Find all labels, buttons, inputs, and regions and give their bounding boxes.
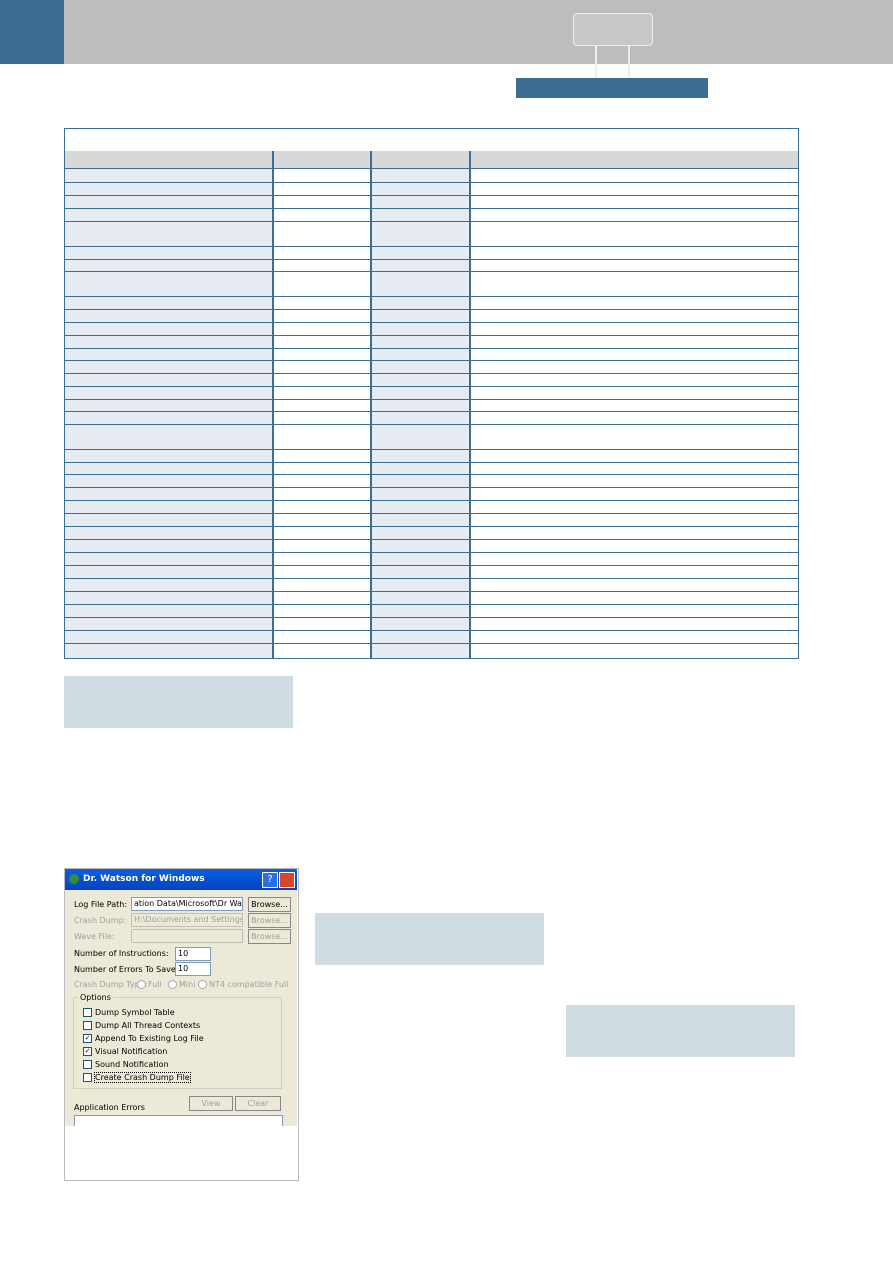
row-line bbox=[65, 526, 798, 527]
header-row bbox=[65, 151, 798, 168]
checkbox-label: Dump Symbol Table bbox=[95, 1008, 175, 1017]
column-shade bbox=[371, 168, 470, 658]
row-line bbox=[65, 424, 798, 425]
column-shade bbox=[65, 168, 273, 658]
row-line bbox=[65, 246, 798, 247]
label-bar bbox=[516, 78, 708, 98]
row-line bbox=[65, 271, 798, 272]
checkbox-label: Sound Notification bbox=[95, 1060, 169, 1069]
checkbox[interactable] bbox=[83, 1073, 92, 1082]
header-bar bbox=[0, 0, 893, 64]
radio[interactable] bbox=[198, 980, 207, 989]
row-line bbox=[65, 322, 798, 323]
connector bbox=[595, 45, 597, 78]
field-input[interactable] bbox=[131, 929, 243, 943]
label: Number of Instructions: bbox=[74, 949, 169, 958]
column-line bbox=[272, 151, 274, 658]
note-box bbox=[64, 676, 293, 728]
row-line bbox=[65, 630, 798, 631]
row-line bbox=[65, 449, 798, 450]
field-label: Crash Dump: bbox=[74, 916, 127, 925]
figure-frame bbox=[64, 868, 299, 1181]
row-line bbox=[65, 411, 798, 412]
checkbox-label: Create Crash Dump File bbox=[94, 1072, 191, 1083]
row-line bbox=[65, 208, 798, 209]
field-label: Wave File: bbox=[74, 932, 115, 941]
row-line bbox=[65, 296, 798, 297]
dialog: Dr. Watson for Windows ? Log File Path: a… bbox=[65, 869, 297, 1126]
error-list bbox=[74, 1115, 283, 1126]
row-line bbox=[65, 513, 798, 514]
row-line bbox=[65, 259, 798, 260]
radio-label: Full bbox=[148, 980, 162, 989]
errors-input[interactable]: 10 bbox=[175, 962, 211, 976]
browse-button[interactable]: Browse... bbox=[248, 929, 291, 944]
row-line bbox=[65, 591, 798, 592]
row-line bbox=[65, 221, 798, 222]
row-line bbox=[65, 617, 798, 618]
view-button[interactable]: View bbox=[189, 1096, 233, 1111]
table bbox=[64, 128, 799, 659]
clear-button[interactable]: Clear bbox=[235, 1096, 281, 1111]
column-line bbox=[370, 151, 372, 658]
row-line bbox=[65, 309, 798, 310]
field-input[interactable]: ation Data\Microsoft\Dr Watson bbox=[131, 897, 243, 911]
group-title: Options bbox=[78, 993, 113, 1002]
field-label: Log File Path: bbox=[74, 900, 128, 909]
checkbox[interactable]: ✓ bbox=[83, 1047, 92, 1056]
app-icon bbox=[69, 874, 79, 884]
help-button[interactable]: ? bbox=[262, 872, 278, 888]
row-line bbox=[65, 578, 798, 579]
dialog-title: Dr. Watson for Windows bbox=[83, 874, 205, 884]
column-line bbox=[469, 151, 471, 658]
checkbox-label: Visual Notification bbox=[95, 1047, 168, 1056]
browse-button[interactable]: Browse... bbox=[248, 913, 291, 928]
row-line bbox=[65, 552, 798, 553]
options-group bbox=[73, 997, 282, 1089]
row-line bbox=[65, 335, 798, 336]
checkbox-label: Append To Existing Log File bbox=[95, 1034, 204, 1043]
close-button[interactable] bbox=[279, 872, 295, 888]
connector bbox=[628, 45, 630, 78]
row-line bbox=[65, 386, 798, 387]
note-box bbox=[566, 1005, 795, 1057]
row-line bbox=[65, 487, 798, 488]
row-line bbox=[65, 373, 798, 374]
row-line bbox=[65, 195, 798, 196]
header-tab bbox=[0, 0, 64, 64]
radio[interactable] bbox=[168, 980, 177, 989]
field-input[interactable]: H:\Documents and Settings\All bbox=[131, 913, 243, 927]
row-line bbox=[65, 604, 798, 605]
row-line bbox=[65, 348, 798, 349]
radio-label: Mini bbox=[179, 980, 196, 989]
row-line bbox=[65, 565, 798, 566]
row-line bbox=[65, 182, 798, 183]
checkbox[interactable] bbox=[83, 1008, 92, 1017]
row-line bbox=[65, 462, 798, 463]
row-line bbox=[65, 539, 798, 540]
note-box bbox=[315, 913, 544, 965]
checkbox-label: Dump All Thread Contexts bbox=[95, 1021, 201, 1030]
row-line bbox=[65, 360, 798, 361]
radio[interactable] bbox=[137, 980, 146, 989]
title-bar: Dr. Watson for Windows ? bbox=[65, 869, 297, 890]
row-line bbox=[65, 500, 798, 501]
row-line bbox=[65, 474, 798, 475]
row-line bbox=[65, 399, 798, 400]
header-box bbox=[573, 13, 653, 46]
radio-label: NT4 compatible Full bbox=[209, 980, 289, 989]
checkbox[interactable] bbox=[83, 1060, 92, 1069]
label: Application Errors bbox=[74, 1103, 145, 1112]
row-line bbox=[65, 168, 798, 169]
checkbox[interactable]: ✓ bbox=[83, 1034, 92, 1043]
checkbox[interactable] bbox=[83, 1021, 92, 1030]
instructions-input[interactable]: 10 bbox=[175, 947, 211, 961]
browse-button[interactable]: Browse... bbox=[248, 897, 291, 912]
label: Number of Errors To Save: bbox=[74, 965, 179, 974]
row-line bbox=[65, 643, 798, 644]
label: Crash Dump Type: bbox=[74, 980, 148, 989]
